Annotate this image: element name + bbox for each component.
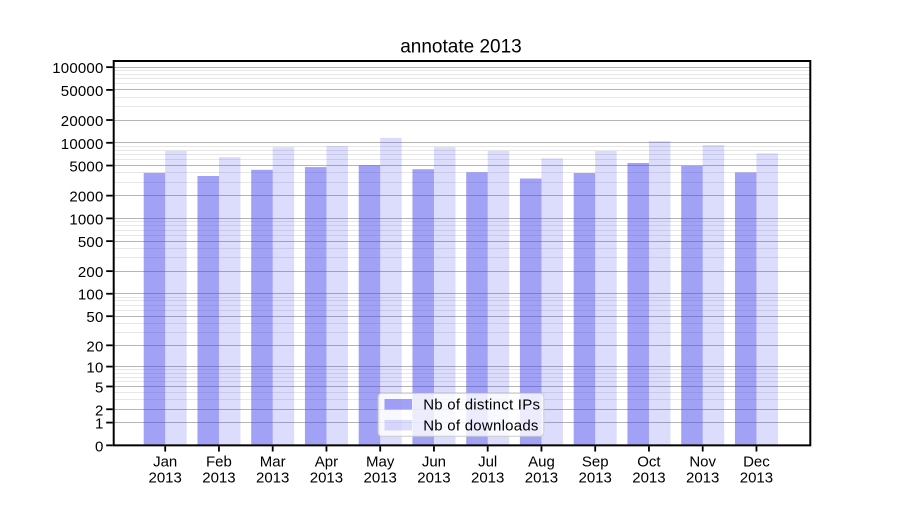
svg-text:20: 20 xyxy=(86,338,103,355)
svg-text:1000: 1000 xyxy=(69,211,103,228)
svg-text:2013: 2013 xyxy=(525,470,558,487)
svg-text:Mar: Mar xyxy=(260,454,286,471)
svg-text:Nb of downloads: Nb of downloads xyxy=(423,418,539,435)
svg-text:5: 5 xyxy=(95,379,104,396)
svg-text:2013: 2013 xyxy=(632,470,665,487)
svg-text:50: 50 xyxy=(86,309,103,326)
svg-text:2000: 2000 xyxy=(69,189,103,206)
svg-text:2013: 2013 xyxy=(202,470,235,487)
svg-text:Jul: Jul xyxy=(478,454,497,471)
svg-text:Nb of distinct IPs: Nb of distinct IPs xyxy=(423,397,540,414)
svg-text:5000: 5000 xyxy=(69,159,103,176)
svg-text:2013: 2013 xyxy=(417,470,450,487)
svg-text:Dec: Dec xyxy=(743,454,770,471)
svg-text:200: 200 xyxy=(78,264,104,281)
svg-text:Jun: Jun xyxy=(422,454,446,471)
svg-text:Jan: Jan xyxy=(153,454,177,471)
svg-text:2013: 2013 xyxy=(740,470,773,487)
svg-text:2013: 2013 xyxy=(256,470,289,487)
svg-text:Oct: Oct xyxy=(637,454,661,471)
svg-text:100: 100 xyxy=(78,287,104,304)
svg-text:Feb: Feb xyxy=(206,454,232,471)
svg-text:2: 2 xyxy=(95,402,104,419)
svg-text:2013: 2013 xyxy=(364,470,397,487)
svg-text:500: 500 xyxy=(78,234,104,251)
svg-text:2013: 2013 xyxy=(471,470,504,487)
svg-text:May: May xyxy=(366,454,395,471)
svg-text:1: 1 xyxy=(95,416,104,433)
svg-text:annotate 2013: annotate 2013 xyxy=(400,37,522,58)
svg-text:20000: 20000 xyxy=(61,113,104,130)
svg-text:2013: 2013 xyxy=(686,470,719,487)
svg-text:Nov: Nov xyxy=(689,454,716,471)
svg-text:10000: 10000 xyxy=(61,136,104,153)
svg-text:Apr: Apr xyxy=(315,454,338,471)
svg-text:0: 0 xyxy=(95,438,104,455)
svg-text:50000: 50000 xyxy=(61,83,104,100)
svg-text:Sep: Sep xyxy=(582,454,609,471)
svg-text:2013: 2013 xyxy=(579,470,612,487)
svg-text:100000: 100000 xyxy=(52,60,103,77)
svg-text:Aug: Aug xyxy=(528,454,555,471)
svg-text:2013: 2013 xyxy=(310,470,343,487)
svg-text:10: 10 xyxy=(86,360,103,377)
svg-text:2013: 2013 xyxy=(149,470,182,487)
